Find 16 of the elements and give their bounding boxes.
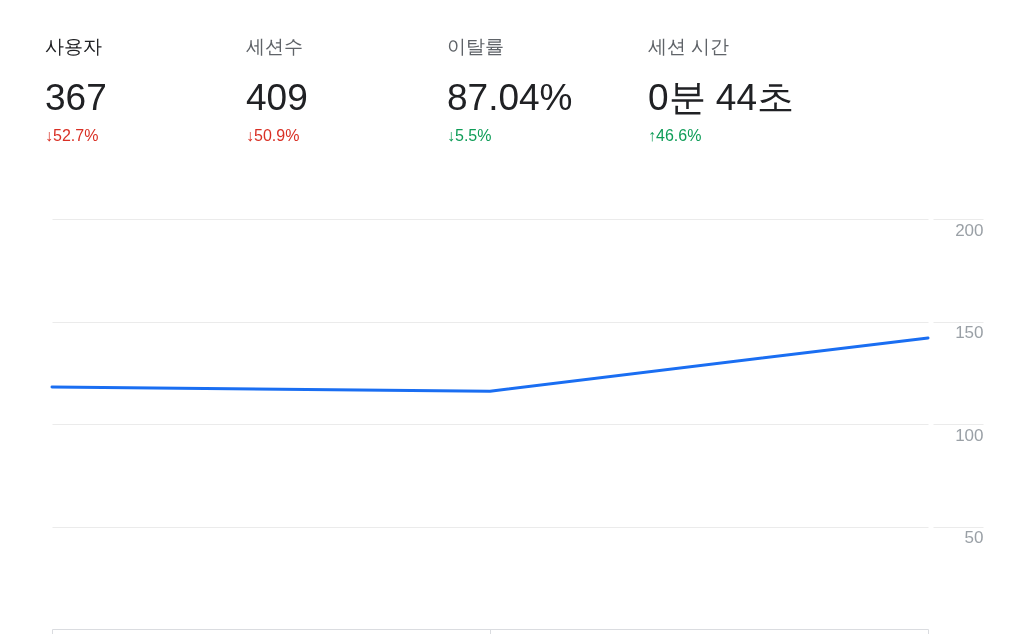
text: ↓52.7% bbox=[45, 127, 99, 144]
category-label: 세션 시간 bbox=[648, 36, 730, 57]
y-tick-label: 150 bbox=[955, 323, 984, 342]
y-tick-label: 50 bbox=[964, 528, 984, 547]
text: 87.04% bbox=[447, 77, 573, 118]
text: 409 bbox=[246, 77, 308, 118]
text: ↓5.5% bbox=[447, 127, 492, 144]
text: 367 bbox=[45, 77, 107, 118]
text: ↑46.6% bbox=[648, 127, 702, 144]
text: ↓50.9% bbox=[246, 127, 300, 144]
category-label: 이탈률 bbox=[447, 36, 504, 57]
text: 0분 44초 bbox=[648, 77, 795, 118]
category-label: 세션수 bbox=[246, 36, 303, 57]
y-tick-label: 200 bbox=[955, 220, 984, 240]
y-tick-label: 100 bbox=[955, 425, 984, 445]
category-label: 사용자 bbox=[45, 36, 102, 57]
